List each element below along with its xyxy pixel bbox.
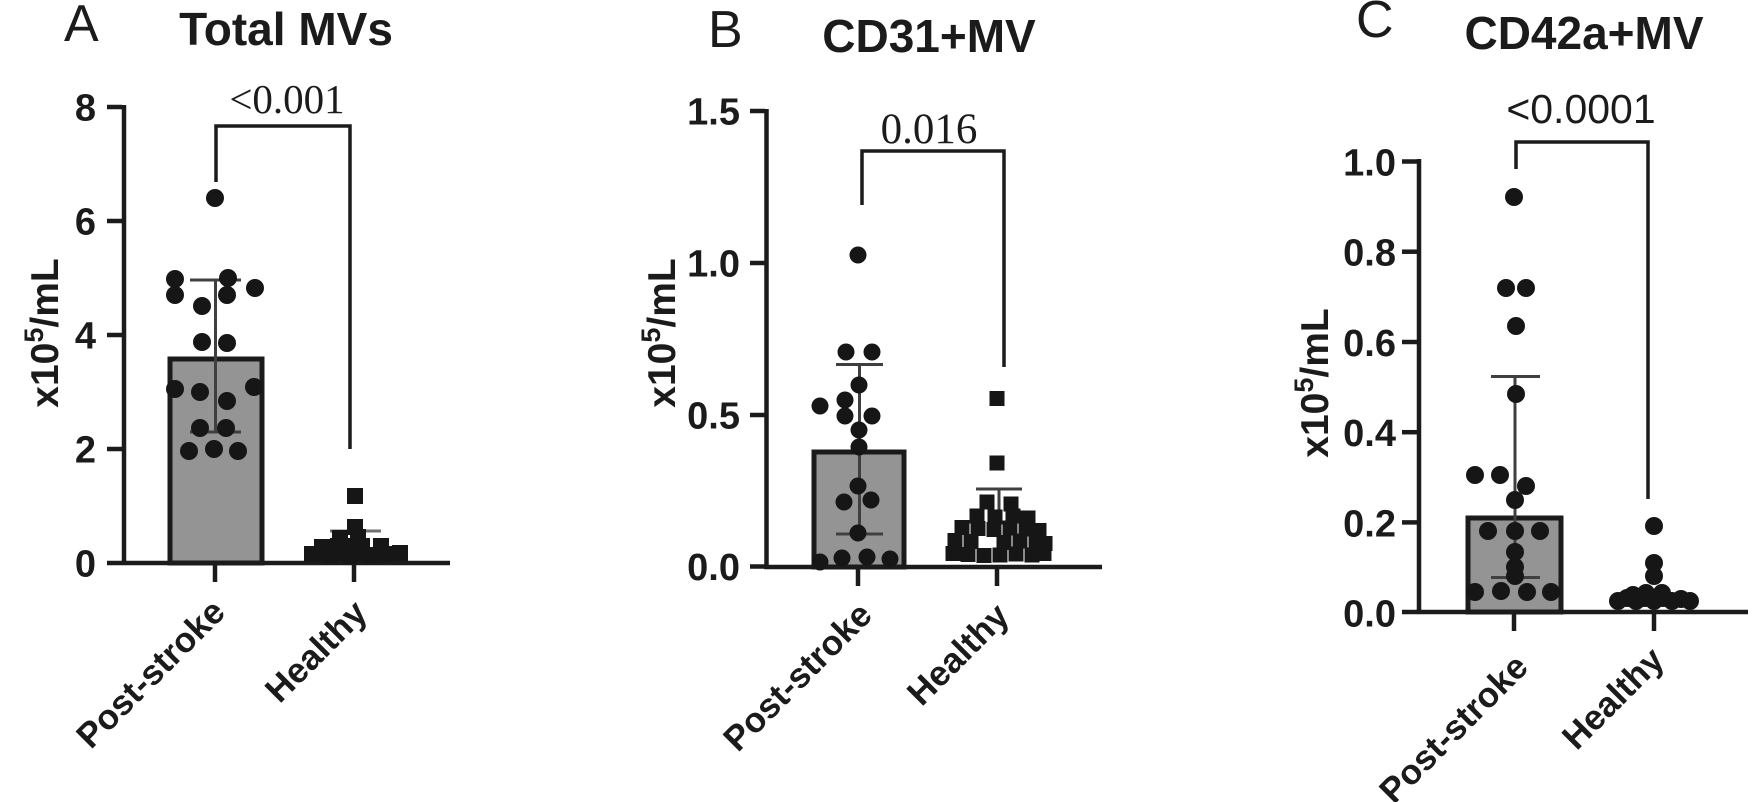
svg-text:0.016: 0.016 <box>881 106 978 153</box>
svg-text:8: 8 <box>75 88 96 130</box>
svg-text:4: 4 <box>75 316 96 358</box>
svg-text:Post-stroke: Post-stroke <box>716 595 880 759</box>
svg-text:0.0: 0.0 <box>687 547 740 589</box>
svg-text:x105/mL: x105/mL <box>1289 308 1337 457</box>
svg-text:0: 0 <box>75 544 96 586</box>
svg-text:Total MVs: Total MVs <box>179 3 393 55</box>
svg-text:0.5: 0.5 <box>687 395 740 437</box>
svg-text:<0.001: <0.001 <box>229 76 344 122</box>
svg-text:C: C <box>1356 0 1394 49</box>
svg-text:CD31+MV: CD31+MV <box>822 10 1036 62</box>
svg-text:1.5: 1.5 <box>687 92 740 134</box>
svg-text:0.4: 0.4 <box>1343 413 1396 455</box>
svg-text:1.0: 1.0 <box>1343 143 1396 185</box>
svg-text:CD42a+MV: CD42a+MV <box>1464 7 1703 59</box>
svg-text:0.2: 0.2 <box>1343 503 1396 545</box>
svg-text:0.8: 0.8 <box>1343 233 1396 275</box>
svg-text:Healthy: Healthy <box>1555 640 1672 757</box>
svg-text:0.6: 0.6 <box>1343 323 1396 365</box>
svg-text:A: A <box>64 0 99 53</box>
svg-text:Post-stroke: Post-stroke <box>69 592 233 756</box>
svg-text:B: B <box>708 1 743 59</box>
svg-text:Healthy: Healthy <box>900 596 1017 713</box>
svg-text:Healthy: Healthy <box>258 593 375 710</box>
svg-text:6: 6 <box>75 202 96 244</box>
svg-text:Post-stroke: Post-stroke <box>1372 647 1536 802</box>
svg-text:0.0: 0.0 <box>1343 594 1396 636</box>
svg-text:x105/mL: x105/mL <box>19 258 67 407</box>
svg-text:x105/mL: x105/mL <box>636 258 684 407</box>
svg-text:2: 2 <box>75 430 96 472</box>
svg-text:<0.0001: <0.0001 <box>1506 86 1655 132</box>
svg-text:1.0: 1.0 <box>687 243 740 285</box>
